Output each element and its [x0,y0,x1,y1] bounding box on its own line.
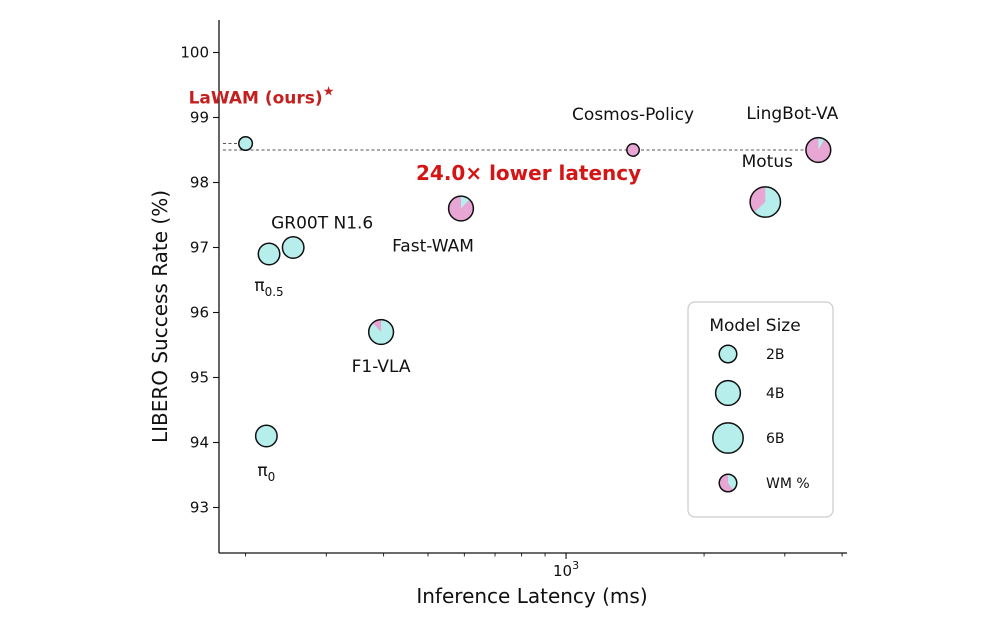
vla-fill [719,345,737,363]
bubble-outline [367,318,395,346]
bubble-outline [257,242,281,266]
bubble-outline [281,236,305,259]
data-point [367,318,395,346]
vla-fill [255,425,278,447]
wm-wedge [750,186,766,213]
data-point [257,242,281,266]
point-label: LaWAM (ours)★ [189,85,335,109]
point-label: GR00T N1.6 [271,214,373,234]
point-label: π0.5 [254,276,283,299]
point-label: Cosmos-Policy [572,105,694,125]
y-tick-label: 98 [190,174,209,192]
legend-marker [712,422,744,454]
legend-label: WM % [766,476,810,492]
point-label: Motus [742,152,794,172]
y-tick-label: 93 [190,499,209,517]
wm-wedge [448,196,474,221]
axes [218,20,847,554]
legend-marker [714,379,742,407]
data-point [626,143,640,157]
data-points [238,135,832,448]
data-point [238,135,254,152]
vla-fill [712,422,744,454]
bubble-outline [238,135,254,152]
latency-annotation: 24.0× lower latency [416,161,641,185]
bubble-outline [626,143,640,157]
vla-fill [715,380,741,406]
legend-marker [718,473,738,493]
wm-fill [626,143,640,157]
legend-label: 4B [766,386,785,402]
x-tick-label: 103 [553,559,579,580]
vla-fill [238,136,253,151]
data-point [254,424,278,448]
point-label: F1-VLA [352,357,411,377]
y-tick-label: 96 [190,304,209,322]
x-ticks: 103 [245,553,843,580]
reference-lines [223,143,823,151]
y-ticks: 93 94 95 96 97 98 99 100 [180,44,219,517]
y-tick-label: 99 [190,109,209,127]
point-label: π0 [257,461,275,484]
data-point [749,186,782,218]
legend-items: 2B 4B 6B WM % [712,344,810,493]
point-labels: LaWAM (ours)★ Cosmos-Policy LingBot-VA Motu… [189,85,839,485]
legend-title: Model Size [709,316,800,336]
data-point [281,236,305,259]
bubble-outline [749,186,782,218]
legend-label: 6B [766,431,785,447]
vla-fill [282,236,304,259]
y-axis-title: LIBERO Success Rate (%) [148,190,172,443]
bubble-outline [805,136,832,164]
legend-label: 2B [766,347,785,363]
bubble-outline [254,424,278,448]
y-tick-label: 97 [190,239,209,257]
wm-wedge [805,137,831,163]
bubble-outline [712,422,744,454]
bubble-outline [447,195,475,222]
bubble-outline [718,344,738,364]
wm-wedge [719,474,734,492]
y-tick-label: 95 [190,369,209,387]
data-point [447,195,475,222]
data-point [805,136,832,164]
legend: Model Size 2B 4B 6B WM % [687,301,834,518]
y-tick-label: 100 [180,44,209,62]
point-label: Fast-WAM [392,237,474,257]
bubble-outline [714,379,742,407]
vla-fill [258,243,280,265]
point-label: LingBot-VA [746,104,838,124]
wm-wedge [372,319,382,332]
y-tick-label: 94 [190,434,209,452]
legend-marker [718,344,738,364]
x-axis-title: Inference Latency (ms) [416,584,647,608]
bubble-outline [718,473,738,493]
